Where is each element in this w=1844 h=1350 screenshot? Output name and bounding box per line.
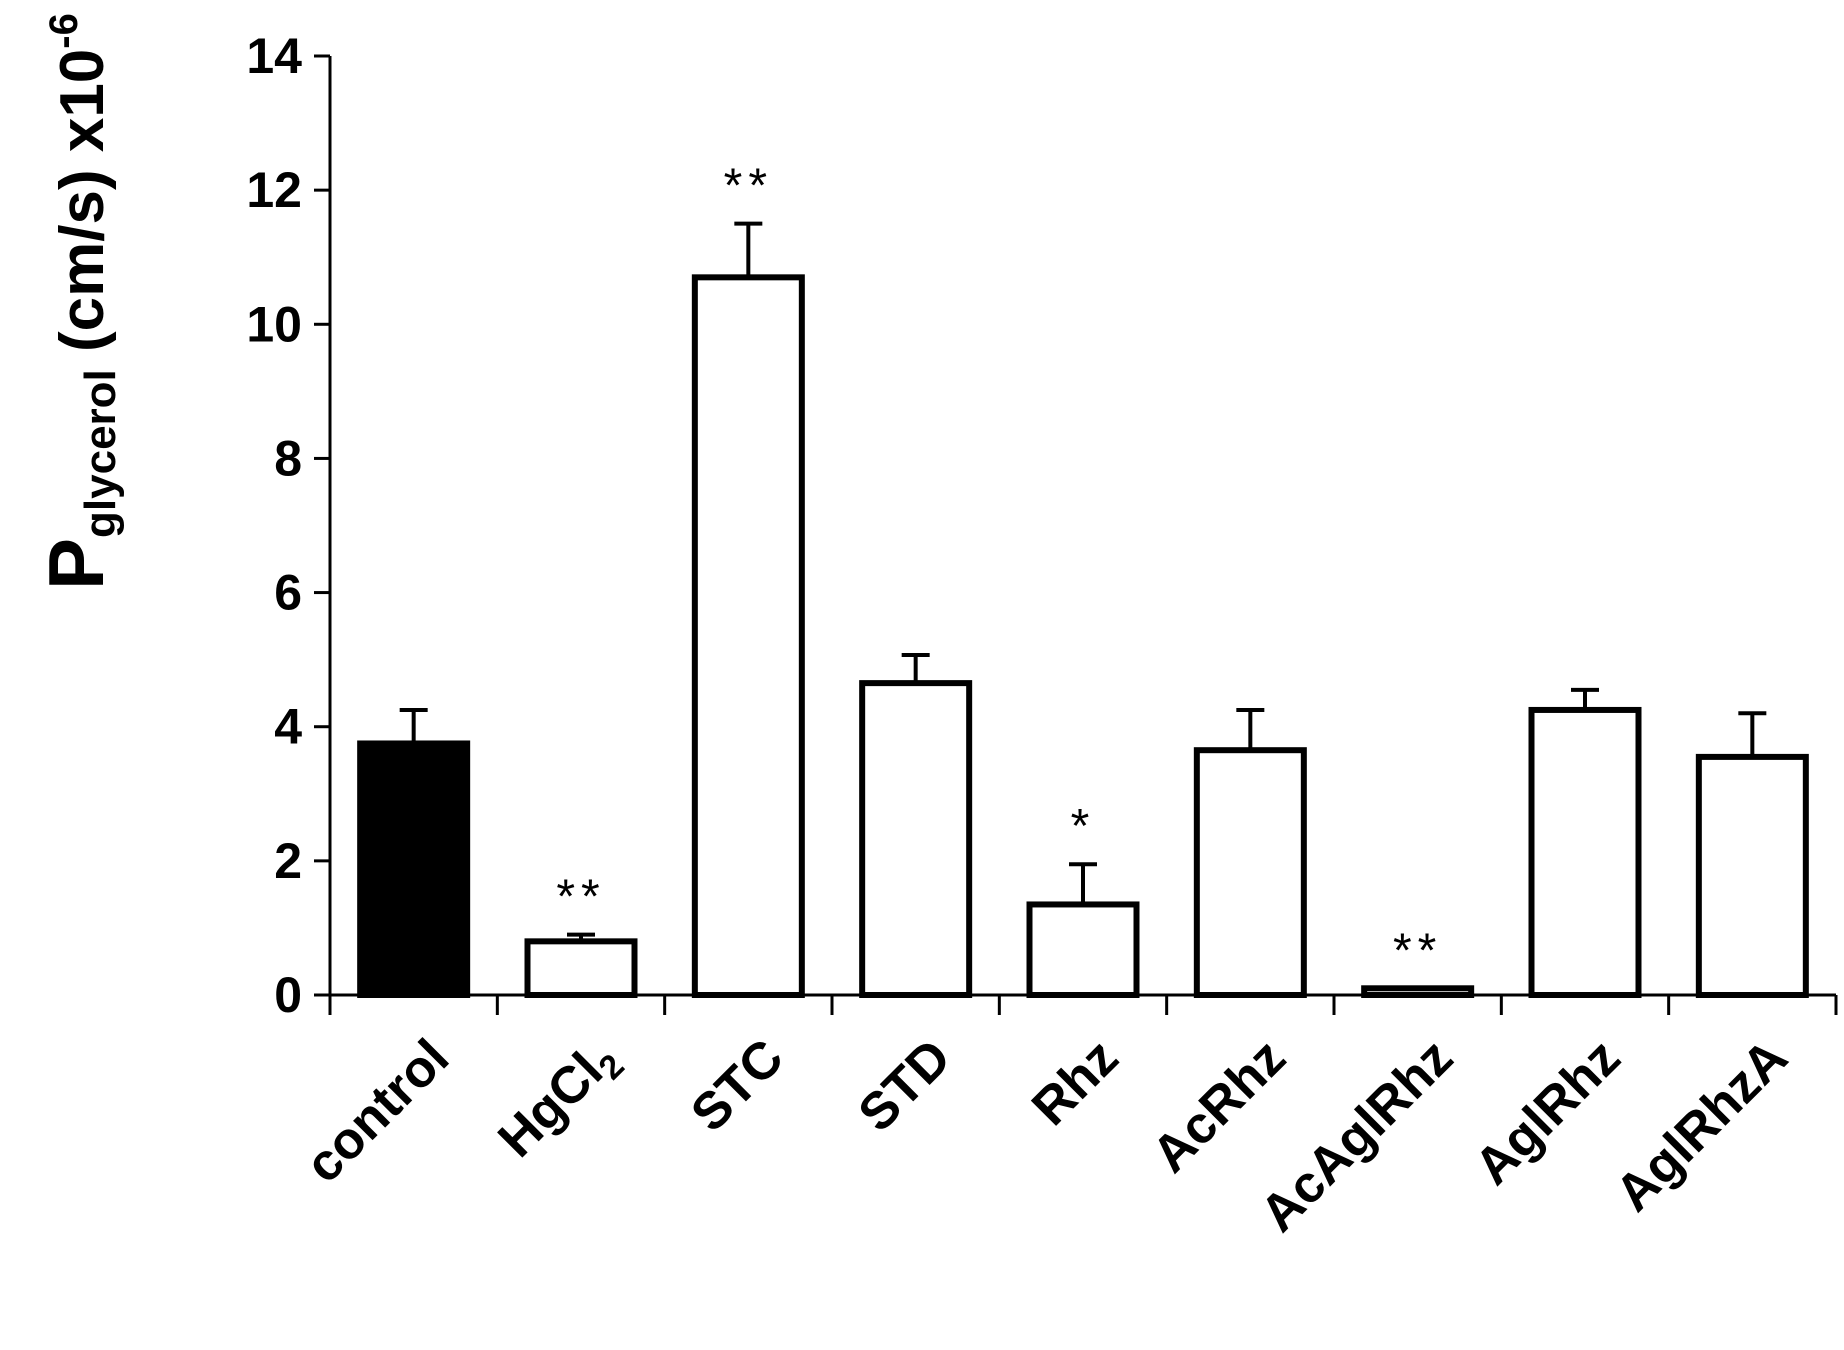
x-category-label: STC	[680, 1028, 795, 1143]
y-axis-label-subscript: glycerol	[76, 369, 125, 538]
x-category-label-text: AglRhzA	[1605, 1028, 1799, 1222]
x-category-label: AcRhz	[1141, 1028, 1296, 1183]
y-tick-label: 10	[246, 296, 302, 352]
y-axis-label-rest: (cm/s) x10	[48, 49, 117, 370]
bar-aglrhza	[1695, 753, 1809, 998]
y-tick-label: 14	[246, 28, 302, 84]
y-axis-label: Pglycerol (cm/s) x10-6	[32, 13, 125, 590]
significance-marker: **	[556, 871, 605, 924]
significance-marker: **	[724, 160, 773, 213]
x-category-label: STD	[848, 1028, 963, 1143]
x-category-label-text: AcRhz	[1141, 1028, 1296, 1183]
bar-hgcl	[524, 938, 638, 998]
y-tick-label: 6	[274, 565, 302, 621]
y-tick-label: 12	[246, 162, 302, 218]
y-ticks: 0 2 4 6 8 10 12 14	[246, 28, 330, 1023]
y-tick-label: 8	[274, 430, 302, 486]
bar-std	[859, 680, 973, 998]
x-category-label: AglRhzA	[1605, 1028, 1799, 1222]
x-category-label: control	[295, 1028, 461, 1194]
y-axis-label-main: P	[32, 538, 120, 590]
x-category-label-text: control	[295, 1028, 461, 1194]
bar-acaglrhz	[1361, 985, 1475, 998]
x-category-label: HgCl2	[487, 1028, 631, 1172]
y-tick-label: 4	[274, 699, 302, 755]
bar-control	[357, 740, 471, 998]
bars: *******	[357, 160, 1809, 999]
x-category-label-text: STC	[680, 1028, 795, 1143]
significance-marker: *	[1071, 800, 1096, 853]
bar-acrhz	[1193, 747, 1307, 998]
y-tick-label: 0	[274, 967, 302, 1023]
x-category-label: Rhz	[1021, 1028, 1129, 1136]
significance-marker: **	[1393, 924, 1442, 977]
bar-rhz	[1026, 901, 1140, 998]
svg-text:Pglycerol (cm/s) x10-6: Pglycerol (cm/s) x10-6	[32, 13, 125, 590]
x-category-label-text: Rhz	[1021, 1028, 1129, 1136]
x-category-label-text: AglRhz	[1464, 1028, 1632, 1196]
bar-stc	[691, 274, 805, 999]
y-axis-label-superscript: -6	[42, 13, 86, 49]
x-category-label-text: STD	[848, 1028, 963, 1143]
bar-aglrhz	[1528, 706, 1642, 998]
x-category-label: AglRhz	[1464, 1028, 1632, 1196]
y-tick-label: 2	[274, 833, 302, 889]
